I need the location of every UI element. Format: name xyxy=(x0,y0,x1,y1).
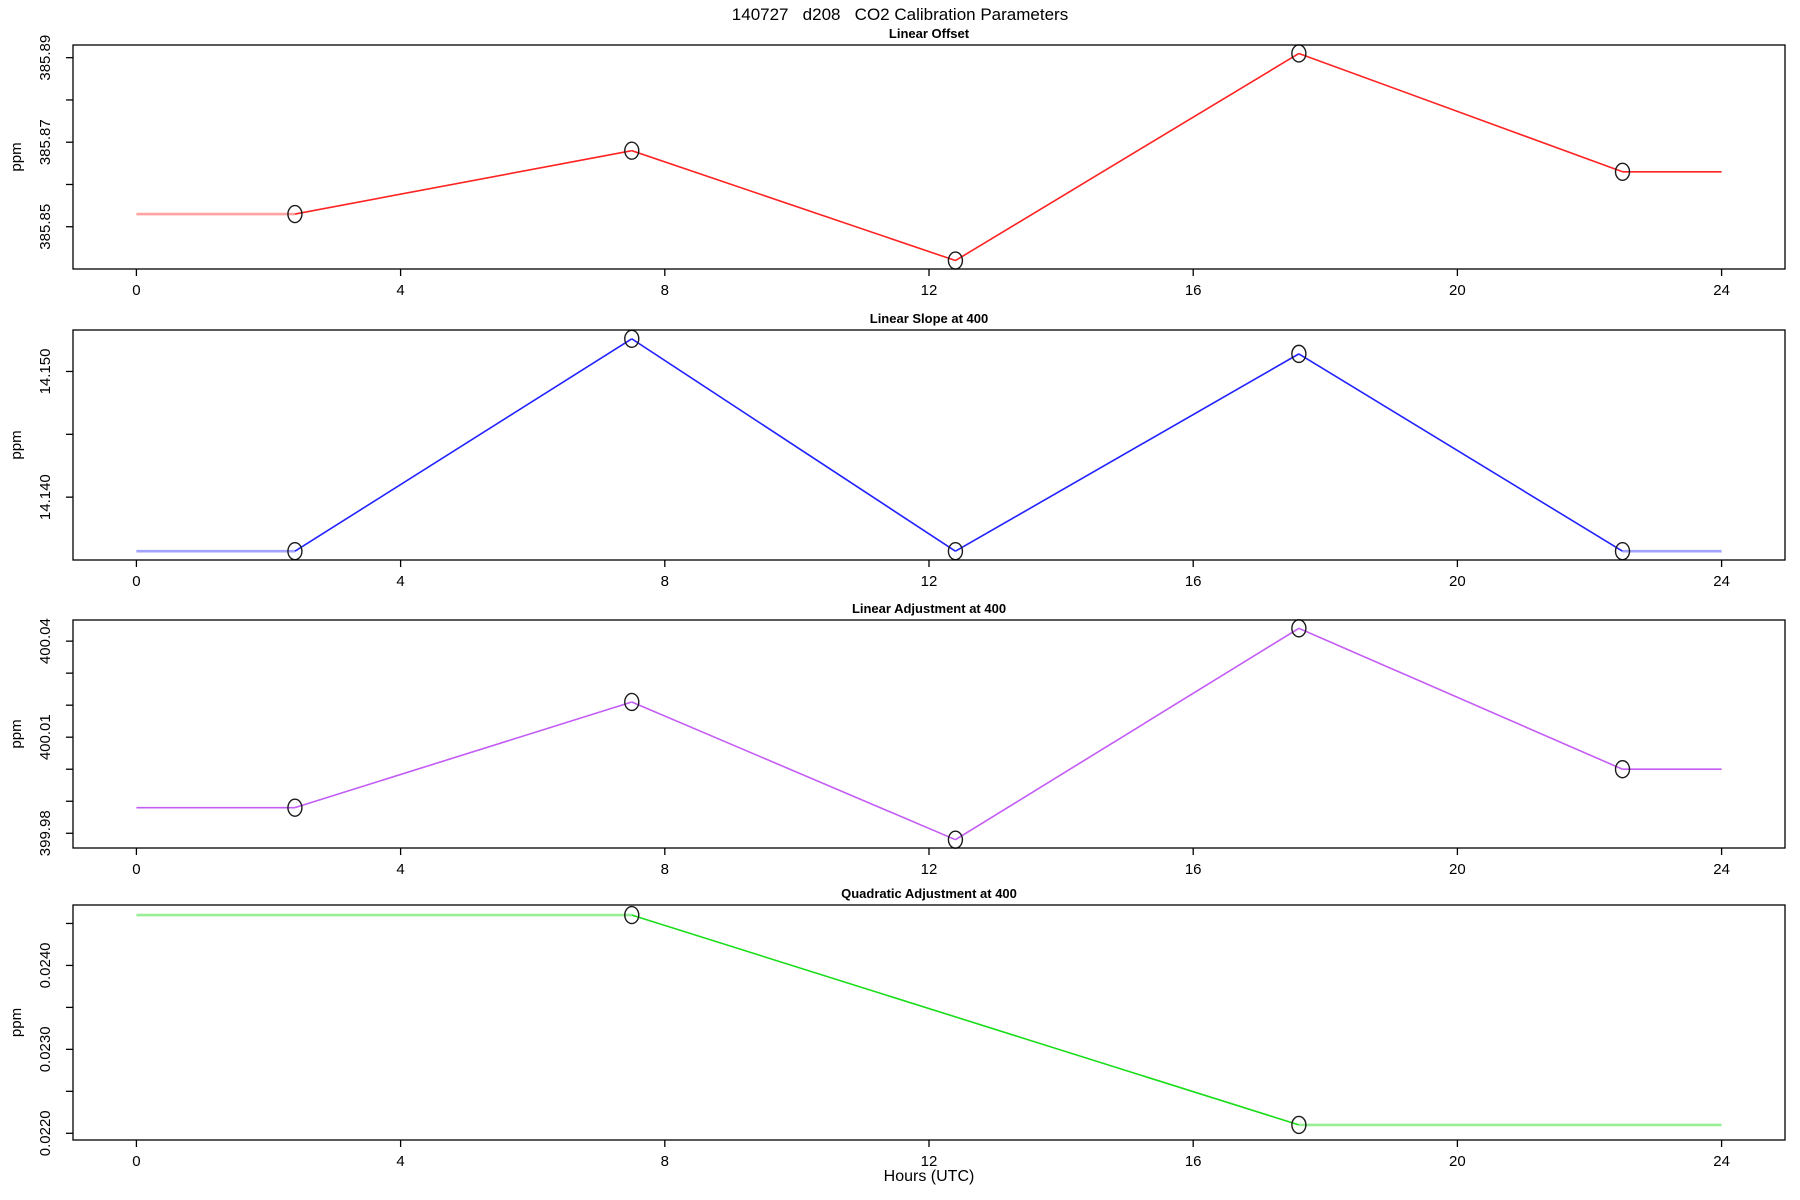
data-point-marker xyxy=(624,141,640,160)
series-line-segment xyxy=(1298,353,1623,552)
y-axis-title: ppm xyxy=(8,142,25,171)
plot-box xyxy=(72,619,1786,849)
x-axis-tick-label: 12 xyxy=(921,861,938,878)
panel-title-quadratic-adjustment: Quadratic Adjustment at 400 xyxy=(841,886,1017,901)
plot-box xyxy=(72,329,1786,561)
x-axis-tick-label: 20 xyxy=(1449,282,1466,299)
x-axis-title: Hours (UTC) xyxy=(883,1168,975,1185)
data-point-marker xyxy=(287,798,303,817)
linear-offset-plot: 385.85 385.87 385.89 ppm 0 4 8 12 16 20 24 xyxy=(8,35,1786,299)
x-axis-tick-label: 16 xyxy=(1185,573,1202,590)
x-axis-tick-label: 0 xyxy=(132,282,140,299)
data-point-marker xyxy=(1614,760,1631,779)
x-axis-tick-label: 16 xyxy=(1185,1153,1202,1170)
x-axis-tick-label: 12 xyxy=(921,282,938,299)
x-axis-tick-label: 4 xyxy=(396,861,404,878)
quadratic-adjustment-plot: 0.0220 0.0230 0.0240 ppm 0 4 8 12 16 20 24 xyxy=(8,904,1786,1170)
y-axis-title: ppm xyxy=(8,1008,25,1037)
data-point-marker xyxy=(287,204,303,224)
y-axis-tick-label: 385.89 xyxy=(37,35,54,81)
x-axis-tick-label: 4 xyxy=(396,1153,404,1170)
x-axis-tick-label: 20 xyxy=(1449,1153,1466,1170)
series-line-segment xyxy=(955,52,1300,262)
x-axis-tick-label: 16 xyxy=(1185,861,1202,878)
data-point-marker xyxy=(624,905,640,925)
x-axis-tick-label: 8 xyxy=(661,1153,669,1170)
x-axis-tick-label: 12 xyxy=(921,1153,938,1170)
x-axis-tick-label: 0 xyxy=(132,573,140,590)
data-point-marker xyxy=(624,692,640,712)
x-axis-tick-label: 24 xyxy=(1713,282,1730,299)
y-axis-title: ppm xyxy=(8,430,25,459)
series-line-segment xyxy=(1298,52,1623,173)
x-axis-tick-label: 4 xyxy=(396,573,404,590)
x-axis-tick-label: 24 xyxy=(1713,861,1730,878)
series-line-segment xyxy=(631,701,956,841)
x-axis-tick-label: 0 xyxy=(132,1153,140,1170)
plot-box xyxy=(72,44,1786,270)
y-axis-tick-label: 400.04 xyxy=(37,618,54,664)
series-line-segment xyxy=(955,353,1300,552)
panel-title-linear-offset: Linear Offset xyxy=(888,26,970,41)
x-axis-tick-label: 20 xyxy=(1449,573,1466,590)
series-line-segment xyxy=(631,149,956,262)
series-line-segment xyxy=(955,627,1300,841)
x-axis-tick-label: 24 xyxy=(1713,1153,1730,1170)
y-axis-tick-label: 385.85 xyxy=(37,204,54,250)
y-axis-tick-label: 0.0220 xyxy=(37,1110,54,1156)
series-line-segment xyxy=(294,338,633,552)
data-point-marker xyxy=(1614,162,1631,181)
series-line-segment xyxy=(1298,627,1623,770)
linear-adjustment-plot: 399.98 400.01 400.04 ppm 0 4 8 12 16 20 24 xyxy=(8,618,1786,878)
series-line-segment xyxy=(294,701,633,809)
series-line-segment xyxy=(631,338,956,552)
series-line-segment xyxy=(294,149,632,215)
x-axis-tick-label: 24 xyxy=(1713,573,1730,590)
y-axis-tick-label: 399.98 xyxy=(37,810,54,856)
y-axis-tick-label: 14.140 xyxy=(37,474,54,520)
panel-title-linear-adjustment: Linear Adjustment at 400 xyxy=(851,601,1007,616)
y-axis-tick-label: 0.0240 xyxy=(37,942,54,988)
x-axis-tick-label: 16 xyxy=(1185,282,1202,299)
x-axis-tick-label: 0 xyxy=(132,861,140,878)
plot-box xyxy=(72,904,1786,1141)
linear-slope-plot: 14.140 14.150 ppm 0 4 8 12 16 20 24 xyxy=(8,329,1786,590)
data-point-marker xyxy=(947,830,964,849)
series-line-segment xyxy=(631,914,1300,1126)
x-axis-tick-label: 4 xyxy=(396,282,404,299)
page-title: 140727 d208 CO2 Calibration Parameters xyxy=(731,5,1069,24)
y-axis-tick-label: 385.87 xyxy=(37,119,54,165)
y-axis-tick-label: 14.150 xyxy=(37,349,54,395)
x-axis-tick-label: 8 xyxy=(661,861,669,878)
data-point-marker xyxy=(1291,1115,1307,1135)
x-axis-tick-label: 8 xyxy=(661,282,669,299)
y-axis-title: ppm xyxy=(8,719,25,748)
data-point-marker xyxy=(947,251,964,270)
y-axis-tick-label: 0.0230 xyxy=(37,1026,54,1072)
y-axis-tick-label: 400.01 xyxy=(37,714,54,760)
x-axis-tick-label: 12 xyxy=(921,573,938,590)
x-axis-tick-label: 8 xyxy=(661,573,669,590)
panel-title-linear-slope: Linear Slope at 400 xyxy=(869,311,989,326)
data-point-marker xyxy=(1291,344,1307,364)
x-axis-tick-label: 20 xyxy=(1449,861,1466,878)
